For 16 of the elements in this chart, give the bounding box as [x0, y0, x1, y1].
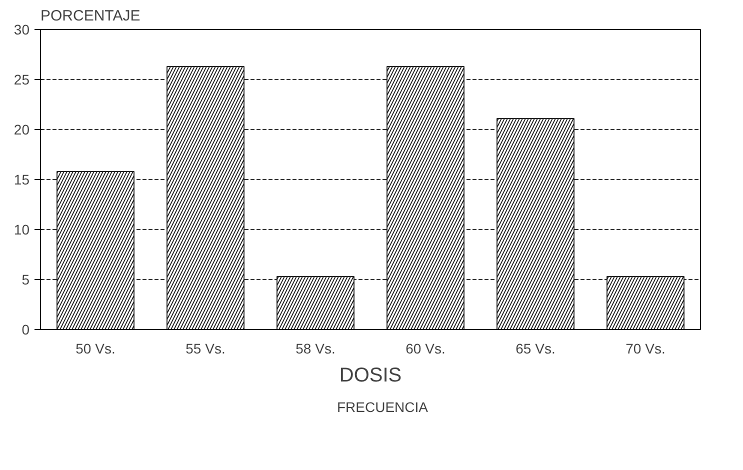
y-tick-label: 0: [22, 322, 30, 338]
y-axis-title: PORCENTAJE: [40, 8, 140, 24]
y-tick-label: 15: [14, 172, 30, 188]
x-tick-label: 60 Vs.: [406, 340, 446, 356]
x-axis-title: DOSIS: [339, 364, 402, 386]
y-tick-label: 5: [22, 272, 30, 288]
y-tick-label: 30: [14, 22, 30, 38]
y-tick-label: 25: [14, 72, 30, 88]
x-tick-label: 70 Vs.: [626, 340, 666, 356]
x-tick-label: 65 Vs.: [516, 340, 556, 356]
x-tick-label: 55 Vs.: [186, 340, 226, 356]
y-tick-label: 10: [14, 222, 30, 238]
x-tick-label: 50 Vs.: [76, 340, 116, 356]
text: FRECUENCIA: [336, 399, 428, 415]
x-tick-label: 58 Vs.: [296, 340, 336, 356]
y-tick-label: 20: [14, 122, 30, 138]
